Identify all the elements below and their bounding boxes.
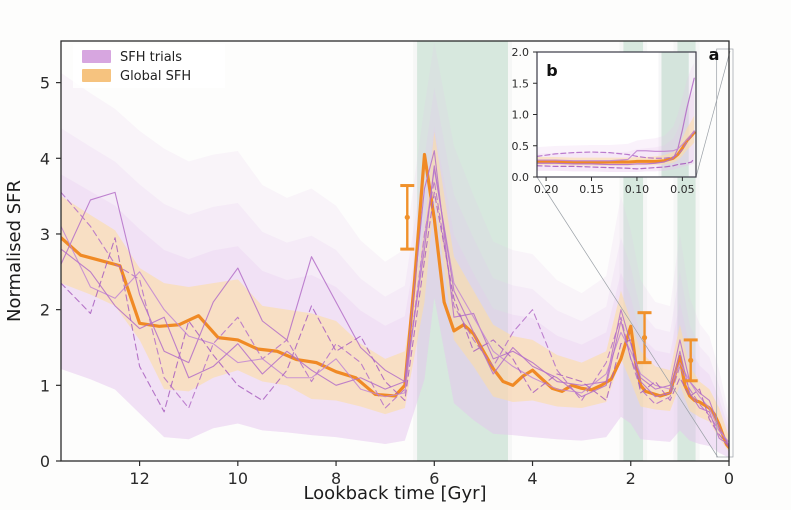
inset-zoom-region [716,48,734,458]
inset-y-tick-label: 1.0 [512,109,530,122]
inset-connector [536,176,718,458]
inset-connector [695,50,731,178]
inset-trial-band [537,63,695,172]
inset-sfh-trial-line [537,77,695,166]
inset-x-tick-label: 0.05 [670,183,695,196]
inset-global-sfh-line [537,131,696,164]
panel-b-label: b [546,61,557,80]
y-axis-title: Normalised SFR [4,180,25,322]
y-tick-label: 3 [40,225,50,244]
y-tick-label: 2 [40,301,50,320]
inset-x-tick-label: 0.15 [579,183,604,196]
y-tick-label: 4 [40,149,50,168]
inset-sfh-trial-line [537,131,695,159]
sfh-trial-line [61,191,729,448]
x-tick-label: 12 [129,469,149,488]
inset-series-lines [537,77,696,170]
inset-y-tick-label: 1.5 [512,77,530,90]
legend-swatch-sfh-trials [82,50,111,63]
legend-swatch-global-sfh [82,69,111,82]
x-tick-label: 2 [626,469,636,488]
y-tick-label: 0 [40,452,50,471]
main-axes-frame [60,40,730,462]
x-tick-label: 10 [228,469,248,488]
main-uncertainty-bands [61,41,729,458]
global-sfh-line [61,152,729,449]
legend: SFH trials Global SFH [73,44,225,88]
global-uncertainty-band [61,131,729,452]
inset-y-tick-label: 0.5 [512,140,530,153]
legend-label-global-sfh: Global SFH [120,69,191,84]
x-tick-label: 4 [527,469,537,488]
x-tick-label: 8 [331,469,341,488]
errorbar [637,311,652,365]
panel-a-label: a [709,45,720,64]
x-tick-label: 6 [429,469,439,488]
errorbar [400,184,415,251]
sfh-trial-line [61,180,729,445]
inset-sfh-trial-line [537,130,695,162]
inset-y-tick-label: 0.0 [512,171,530,184]
errorbar [683,338,698,383]
main-errorbars [400,184,698,383]
legend-label-sfh-trials: SFH trials [120,50,182,65]
inset-connector-lines [536,48,734,458]
y-tick-label: 5 [40,74,50,93]
y-tick-label: 1 [40,376,50,395]
x-tick-label: 0 [724,469,734,488]
x-axis-title: Lookback time [Gyr] [303,483,486,504]
inset-sfh-trial-line [537,157,695,170]
inset-x-tick-label: 0.20 [534,183,559,196]
sfh-trial-line [61,150,729,447]
inset-x-tick-label: 0.10 [625,183,650,196]
inset-axis-ticks: 0.20 0.15 0.10 0.05 0.0 0.5 1.0 1.5 2.0 [512,46,695,196]
inset-y-tick-label: 2.0 [512,46,530,59]
